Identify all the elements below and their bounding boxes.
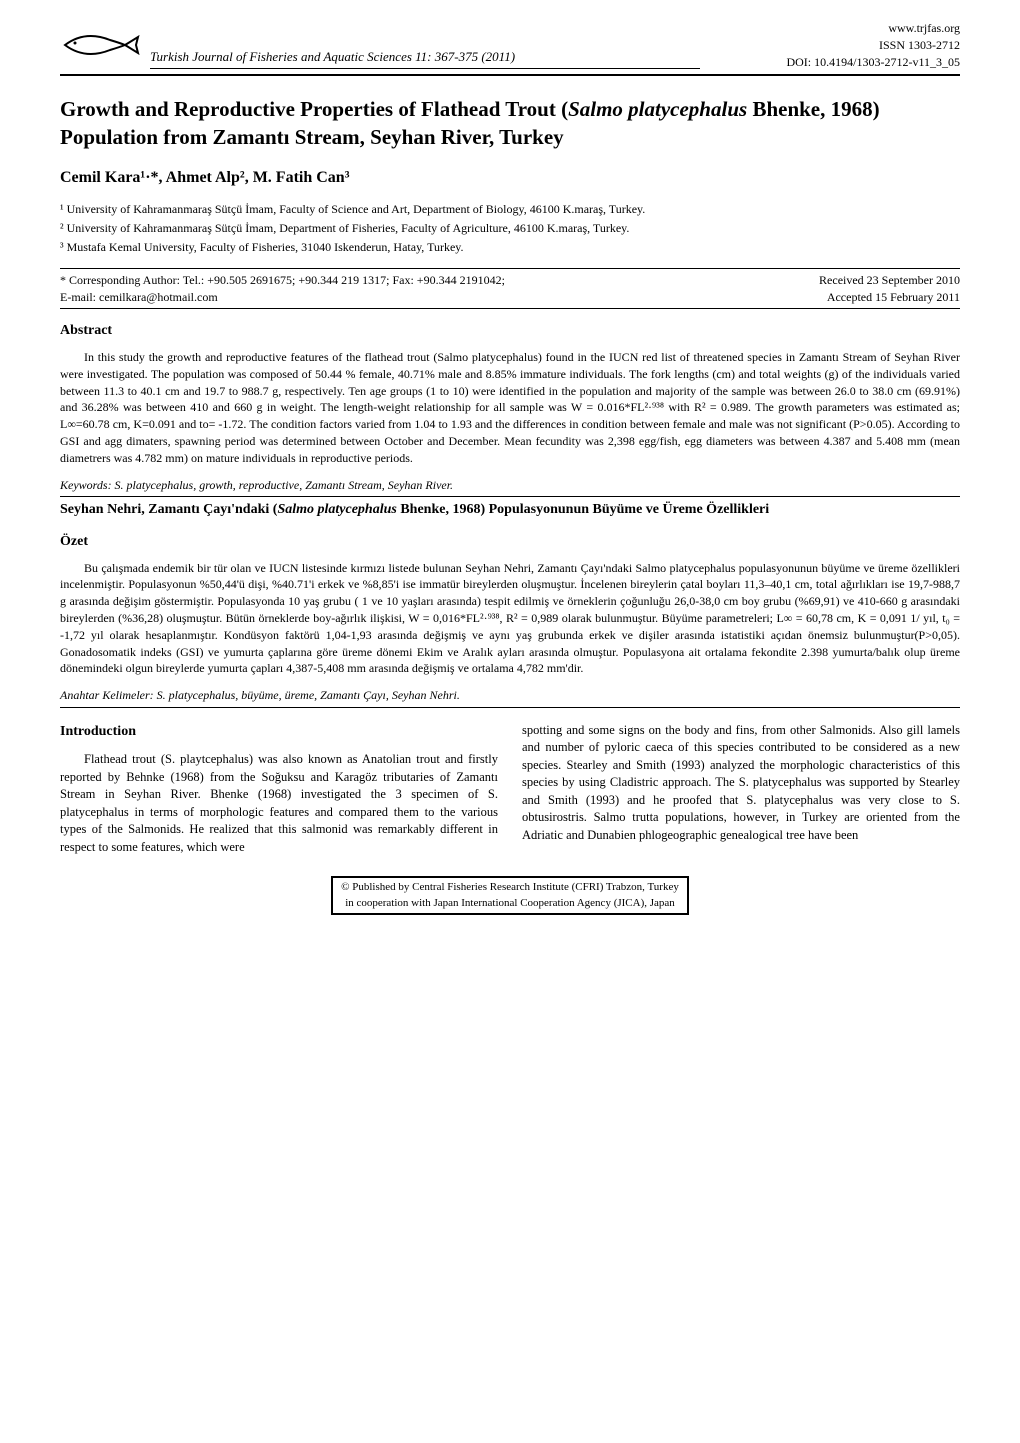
footer-line1: © Published by Central Fisheries Researc… [341, 880, 679, 895]
article-title: Growth and Reproductive Properties of Fl… [60, 96, 960, 151]
corresponding-author-contact: * Corresponding Author: Tel.: +90.505 26… [60, 272, 819, 289]
page-header: Turkish Journal of Fisheries and Aquatic… [60, 20, 960, 76]
affiliation-2: ² University of Kahramanmaraş Sütçü İmam… [60, 220, 960, 237]
website-url: www.trjfas.org [700, 20, 960, 37]
received-date: Received 23 September 2010 [819, 272, 960, 289]
header-meta-column: www.trjfas.org ISSN 1303-2712 DOI: 10.41… [700, 20, 960, 70]
turkish-title: Seyhan Nehri, Zamantı Çayı'ndaki (Salmo … [60, 500, 960, 520]
keywords-tr-text: : S. platycephalus, büyüme, üreme, Zaman… [150, 688, 460, 702]
title-species: Salmo platycephalus [568, 97, 747, 121]
column-right: spotting and some signs on the body and … [522, 722, 960, 857]
correspondence-left: * Corresponding Author: Tel.: +90.505 26… [60, 272, 819, 306]
affiliations: ¹ University of Kahramanmaraş Sütçü İmam… [60, 201, 960, 255]
fish-logo-icon [60, 25, 140, 65]
ozet-heading: Özet [60, 532, 960, 552]
title-pre: Growth and Reproductive Properties of Fl… [60, 97, 568, 121]
footer-line2: in cooperation with Japan International … [341, 896, 679, 911]
authors-list: Cemil Kara¹·*, Ahmet Alp², M. Fatih Can³ [60, 167, 960, 189]
ozet-title-post: Bhenke, 1968) Populasyonunun Büyüme ve Ü… [397, 502, 769, 517]
footer-box: © Published by Central Fisheries Researc… [331, 876, 689, 915]
affiliation-3: ³ Mustafa Kemal University, Faculty of F… [60, 239, 960, 256]
ozet-text: Bu çalışmada endemik bir tür olan ve IUC… [60, 560, 960, 678]
keywords-label: Keywords [60, 478, 108, 492]
introduction-text-col1: Flathead trout (S. playtcephalus) was al… [60, 751, 498, 856]
keywords-row: Keywords: S. platycephalus, growth, repr… [60, 477, 960, 498]
ozet-title-pre: Seyhan Nehri, Zamantı Çayı'ndaki ( [60, 502, 277, 517]
abstract-heading: Abstract [60, 321, 960, 341]
column-left: Introduction Flathead trout (S. playtcep… [60, 722, 498, 857]
correspondence-right: Received 23 September 2010 Accepted 15 F… [819, 272, 960, 306]
two-column-body: Introduction Flathead trout (S. playtcep… [60, 722, 960, 857]
corresponding-author-email: E-mail: cemilkara@hotmail.com [60, 289, 819, 306]
affiliation-1: ¹ University of Kahramanmaraş Sütçü İmam… [60, 201, 960, 218]
keywords-tr-label: Anahtar Kelimeler [60, 688, 150, 702]
introduction-heading: Introduction [60, 722, 498, 742]
accepted-date: Accepted 15 February 2011 [819, 289, 960, 306]
journal-name: Turkish Journal of Fisheries and Aquatic… [150, 48, 515, 66]
keywords-tr-row: Anahtar Kelimeler: S. platycephalus, büy… [60, 687, 960, 708]
issn-number: ISSN 1303-2712 [700, 37, 960, 54]
abstract-text: In this study the growth and reproductiv… [60, 349, 960, 467]
keywords-text: : S. platycephalus, growth, reproductive… [108, 478, 454, 492]
logo-column [60, 20, 150, 70]
journal-name-column: Turkish Journal of Fisheries and Aquatic… [150, 20, 700, 69]
introduction-text-col2: spotting and some signs on the body and … [522, 722, 960, 845]
ozet-title-species: Salmo platycephalus [277, 502, 396, 517]
doi-number: DOI: 10.4194/1303-2712-v11_3_05 [700, 54, 960, 71]
correspondence-row: * Corresponding Author: Tel.: +90.505 26… [60, 268, 960, 310]
